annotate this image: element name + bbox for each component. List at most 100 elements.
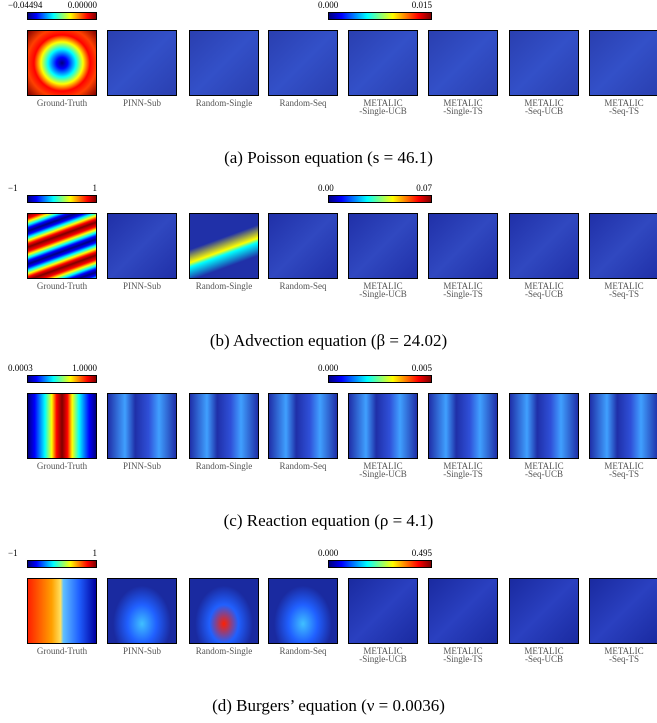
- heatmap: [27, 393, 97, 459]
- heatmap: [27, 30, 97, 96]
- caption: (b) Advection equation (β = 24.02): [209, 331, 448, 350]
- heatmap: [509, 393, 579, 459]
- label-line: METALIC: [443, 461, 483, 471]
- heatmap: [107, 578, 177, 644]
- subplot-label: Random-Seq: [263, 462, 343, 471]
- subplot-label: METALIC -Seq-TS: [584, 646, 657, 664]
- label-line: Random-Single: [195, 98, 253, 108]
- heatmap: [589, 578, 657, 644]
- subplot-label: Ground-Truth: [22, 461, 102, 471]
- subplot-label: METALIC -Seq-TS: [584, 281, 657, 299]
- colorbar-max-label: 0.00000: [67, 0, 97, 10]
- heatmap: [348, 30, 418, 96]
- heatmap: [348, 393, 418, 459]
- label-line: Ground-Truth: [36, 646, 88, 656]
- colorbar: [328, 195, 432, 203]
- colorbar: [27, 560, 97, 568]
- heatmap: [509, 30, 579, 96]
- subplot-label: METALIC -Seq-UCB: [504, 281, 584, 299]
- label-line: METALIC: [604, 646, 644, 656]
- colorbar-min-label: −0.04494: [8, 0, 43, 10]
- subplot-label: METALIC -Seq-TS: [584, 98, 657, 116]
- label-line: -Seq-TS: [609, 654, 639, 664]
- label-line: METALIC: [524, 281, 564, 291]
- heatmap: [268, 393, 338, 459]
- label-line: METALIC: [363, 281, 403, 291]
- caption: (c) Reaction equation (ρ = 4.1): [223, 511, 434, 530]
- heatmap: [27, 213, 97, 279]
- heatmap: [509, 578, 579, 644]
- heatmap: [589, 213, 657, 279]
- colorbar: [27, 375, 97, 383]
- caption: (a) Poisson equation (s = 46.1): [224, 148, 433, 167]
- subplot-label: Ground-Truth: [22, 646, 102, 656]
- label-line: Random-Single: [195, 646, 253, 656]
- colorbar: [328, 560, 432, 568]
- label-line: METALIC: [443, 646, 483, 656]
- colorbar-max-label: 0.015: [411, 0, 432, 10]
- subplot-label: Random-Single: [184, 461, 264, 471]
- heatmap: [268, 578, 338, 644]
- label-line: Ground-Truth: [36, 98, 88, 108]
- subplot-label: METALIC -Single-TS: [423, 646, 503, 664]
- label-line: -Seq-TS: [609, 289, 639, 299]
- label-line: METALIC: [524, 646, 564, 656]
- label-line: Random-Seq: [279, 98, 327, 108]
- heatmap: [348, 213, 418, 279]
- subplot-label: METALIC -Seq-UCB: [504, 461, 584, 479]
- label-line: -Single-TS: [443, 654, 483, 664]
- heatmap: [189, 393, 259, 459]
- caption: (d) Burgers’ equation (ν = 0.0036): [212, 696, 445, 715]
- label-line: METALIC: [363, 461, 403, 471]
- colorbar-min-label: 0.000: [318, 548, 339, 558]
- heatmap: [509, 213, 579, 279]
- subplot-label: PINN-Sub: [102, 98, 182, 108]
- label-line: METALIC: [604, 98, 644, 108]
- label-line: -Single-TS: [443, 289, 483, 299]
- subplot-label: Random-Single: [184, 98, 264, 108]
- label-line: Random-Single: [195, 281, 253, 291]
- heatmap: [589, 393, 657, 459]
- colorbar: [328, 12, 432, 20]
- heatmap: [189, 213, 259, 279]
- label-line: Random-Single: [195, 461, 253, 471]
- subplot-label: METALIC -Single-UCB: [343, 98, 423, 116]
- subplot-label: METALIC -Single-TS: [423, 282, 503, 299]
- subplot-label: Random-Single: [184, 646, 264, 656]
- subplot-label: Random-Seq: [263, 647, 343, 656]
- label-line: METALIC: [524, 461, 564, 471]
- colorbar-min-label: 0.0003: [8, 363, 33, 373]
- label-line: -Single-TS: [443, 106, 483, 116]
- colorbar-min-label: 0.000: [318, 0, 339, 10]
- subplot-label: METALIC -Single-UCB: [343, 646, 423, 664]
- heatmap: [107, 30, 177, 96]
- heatmap: [107, 393, 177, 459]
- subplot-label: Random-Seq: [263, 281, 343, 291]
- label-line: -Single-UCB: [359, 469, 407, 479]
- heatmap: [268, 30, 338, 96]
- label-line: -Single-UCB: [359, 654, 407, 664]
- label-line: METALIC: [524, 98, 564, 108]
- label-line: -Seq-UCB: [525, 469, 563, 479]
- label-line: Ground-Truth: [36, 281, 88, 291]
- subplot-label: METALIC -Single-TS: [423, 461, 503, 479]
- colorbar: [27, 195, 97, 203]
- label-line: -Single-TS: [443, 469, 483, 479]
- colorbar-min-label: −1: [8, 183, 18, 193]
- heatmap: [268, 213, 338, 279]
- colorbar-max-label: 1.0000: [72, 363, 97, 373]
- heatmap: [428, 213, 498, 279]
- colorbar-min-label: 0.00: [318, 183, 334, 193]
- label-line: METALIC: [363, 646, 403, 656]
- label-line: PINN-Sub: [122, 461, 161, 471]
- heatmap: [189, 578, 259, 644]
- subplot-label: Random-Seq: [263, 98, 343, 108]
- heatmap: [189, 30, 259, 96]
- colorbar-max-label: 0.07: [416, 183, 432, 193]
- label-line: METALIC: [604, 281, 644, 291]
- colorbar-max-label: 1: [92, 548, 98, 558]
- label-line: Random-Seq: [279, 281, 327, 291]
- label-line: METALIC: [363, 98, 403, 108]
- label-line: PINN-Sub: [122, 98, 161, 108]
- label-line: Ground-Truth: [36, 461, 88, 471]
